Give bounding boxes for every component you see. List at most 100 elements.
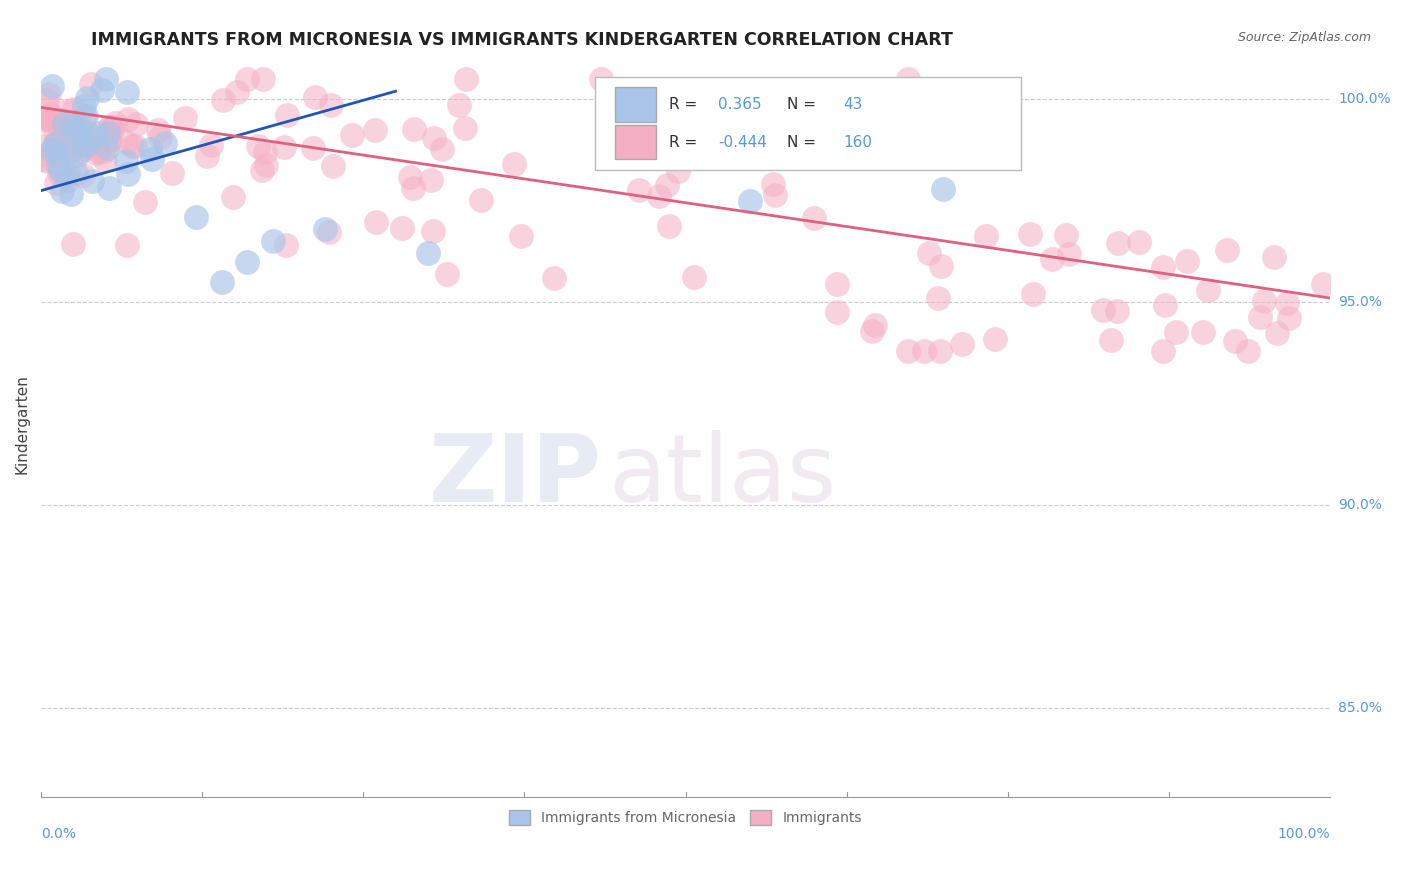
Point	[1099, 333, 1122, 347]
Point	[62, 237, 84, 252]
Point	[58, 167, 80, 181]
Point	[44, 137, 66, 152]
Point	[59, 136, 82, 150]
Point	[86, 126, 108, 140]
Point	[80, 130, 103, 145]
Point	[75, 138, 97, 153]
Point	[655, 178, 678, 193]
Point	[1128, 235, 1150, 250]
Point	[69, 122, 91, 136]
Text: 100.0%: 100.0%	[1278, 827, 1330, 841]
Point	[45, 176, 67, 190]
Point	[73, 99, 96, 113]
Point	[803, 211, 825, 225]
Point	[1249, 310, 1271, 325]
Point	[96, 141, 118, 155]
Point	[60, 119, 83, 133]
Point	[863, 318, 886, 333]
Point	[91, 83, 114, 97]
Point	[69, 125, 91, 139]
Text: R =: R =	[669, 97, 702, 112]
Point	[80, 77, 103, 91]
Point	[738, 194, 761, 208]
Point	[83, 136, 105, 151]
Point	[35, 94, 58, 108]
Point	[70, 127, 93, 141]
Point	[319, 98, 342, 112]
Point	[117, 112, 139, 126]
Point	[56, 136, 79, 150]
Point	[48, 118, 70, 132]
Point	[950, 337, 973, 351]
Point	[1312, 277, 1334, 291]
Text: 160: 160	[842, 135, 872, 150]
Point	[46, 158, 69, 172]
Point	[48, 166, 70, 180]
Point	[70, 144, 93, 158]
Point	[222, 190, 245, 204]
Point	[314, 222, 336, 236]
Point	[98, 120, 121, 134]
Point	[59, 186, 82, 201]
Point	[456, 72, 478, 87]
Text: Source: ZipAtlas.com: Source: ZipAtlas.com	[1237, 31, 1371, 45]
Point	[1225, 334, 1247, 348]
Point	[1092, 302, 1115, 317]
Point	[103, 116, 125, 130]
Point	[1265, 326, 1288, 341]
Point	[825, 277, 848, 291]
Point	[1154, 298, 1177, 312]
Point	[322, 159, 344, 173]
Point	[44, 136, 66, 150]
Point	[66, 148, 89, 162]
Point	[668, 164, 690, 178]
Point	[398, 170, 420, 185]
Point	[148, 123, 170, 137]
Point	[39, 112, 62, 127]
Point	[46, 114, 69, 128]
Point	[75, 123, 97, 137]
Point	[139, 142, 162, 156]
Point	[73, 137, 96, 152]
Point	[75, 135, 97, 149]
FancyBboxPatch shape	[614, 87, 657, 121]
Text: -0.444: -0.444	[718, 135, 766, 150]
Point	[63, 125, 86, 139]
Text: N =: N =	[787, 97, 821, 112]
Point	[94, 72, 117, 87]
Point	[1277, 296, 1299, 310]
Point	[226, 85, 249, 99]
Point	[153, 136, 176, 150]
Point	[76, 91, 98, 105]
Point	[648, 189, 671, 203]
Point	[236, 254, 259, 268]
Point	[39, 114, 62, 128]
Point	[134, 195, 156, 210]
Point	[658, 219, 681, 233]
Point	[141, 152, 163, 166]
Point	[115, 85, 138, 99]
Point	[1278, 310, 1301, 325]
Point	[302, 141, 325, 155]
Point	[1197, 283, 1219, 297]
Point	[1152, 260, 1174, 274]
Legend: Immigrants from Micronesia, Immigrants: Immigrants from Micronesia, Immigrants	[503, 805, 868, 830]
Point	[1191, 325, 1213, 339]
Point	[1253, 294, 1275, 309]
Point	[115, 238, 138, 252]
Point	[430, 142, 453, 156]
Point	[1107, 235, 1129, 250]
Point	[1057, 246, 1080, 260]
Point	[45, 142, 67, 156]
Point	[974, 229, 997, 244]
Point	[35, 112, 58, 127]
Point	[101, 121, 124, 136]
Point	[56, 173, 79, 187]
Point	[86, 145, 108, 159]
Point	[252, 163, 274, 178]
Point	[195, 149, 218, 163]
Point	[82, 173, 104, 187]
Point	[1215, 243, 1237, 257]
Point	[896, 343, 918, 358]
Point	[59, 144, 82, 158]
